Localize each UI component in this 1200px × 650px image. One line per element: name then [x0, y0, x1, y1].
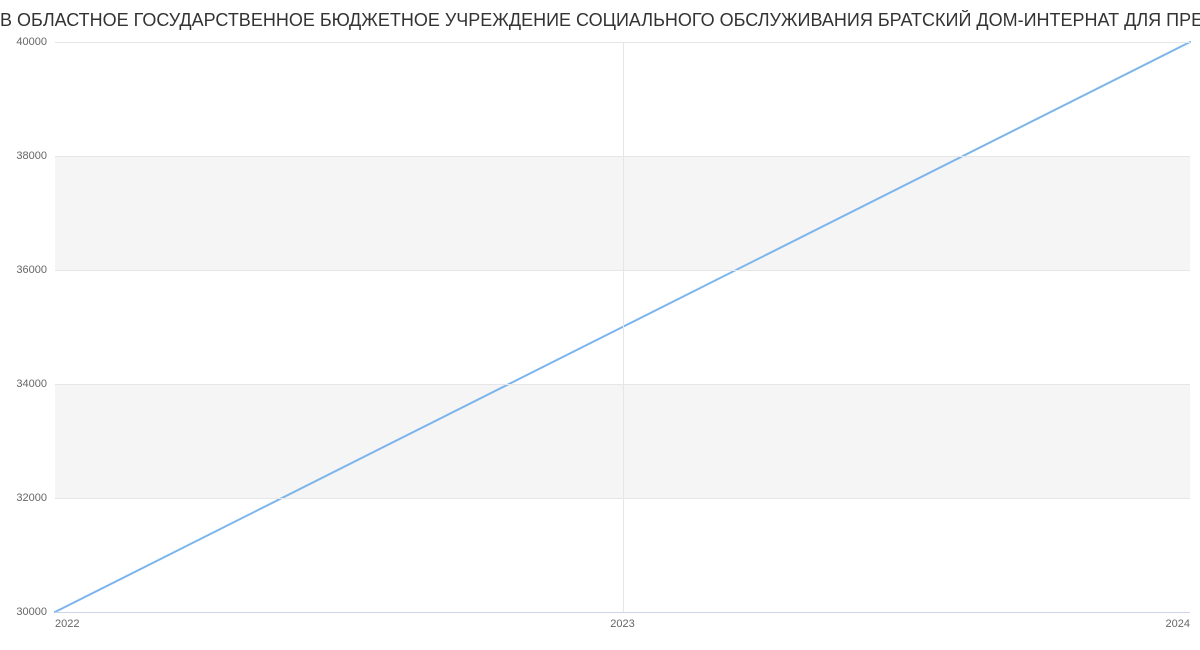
- x-axis-label: 2023: [610, 618, 634, 630]
- y-axis-label: 40000: [16, 36, 47, 48]
- y-axis-label: 34000: [16, 378, 47, 390]
- x-gridline: [623, 42, 624, 612]
- y-axis-label: 30000: [16, 606, 47, 618]
- line-chart: В ОБЛАСТНОЕ ГОСУДАРСТВЕННОЕ БЮДЖЕТНОЕ УЧ…: [0, 0, 1200, 650]
- chart-title: В ОБЛАСТНОЕ ГОСУДАРСТВЕННОЕ БЮДЖЕТНОЕ УЧ…: [0, 10, 1200, 31]
- y-axis-label: 36000: [16, 264, 47, 276]
- x-axis-line: [55, 612, 1190, 613]
- x-axis-label: 2024: [1166, 618, 1190, 630]
- x-axis-label: 2022: [55, 618, 79, 630]
- y-axis-label: 32000: [16, 492, 47, 504]
- y-axis-label: 38000: [16, 150, 47, 162]
- plot-area: 3000032000340003600038000400002022202320…: [55, 42, 1190, 612]
